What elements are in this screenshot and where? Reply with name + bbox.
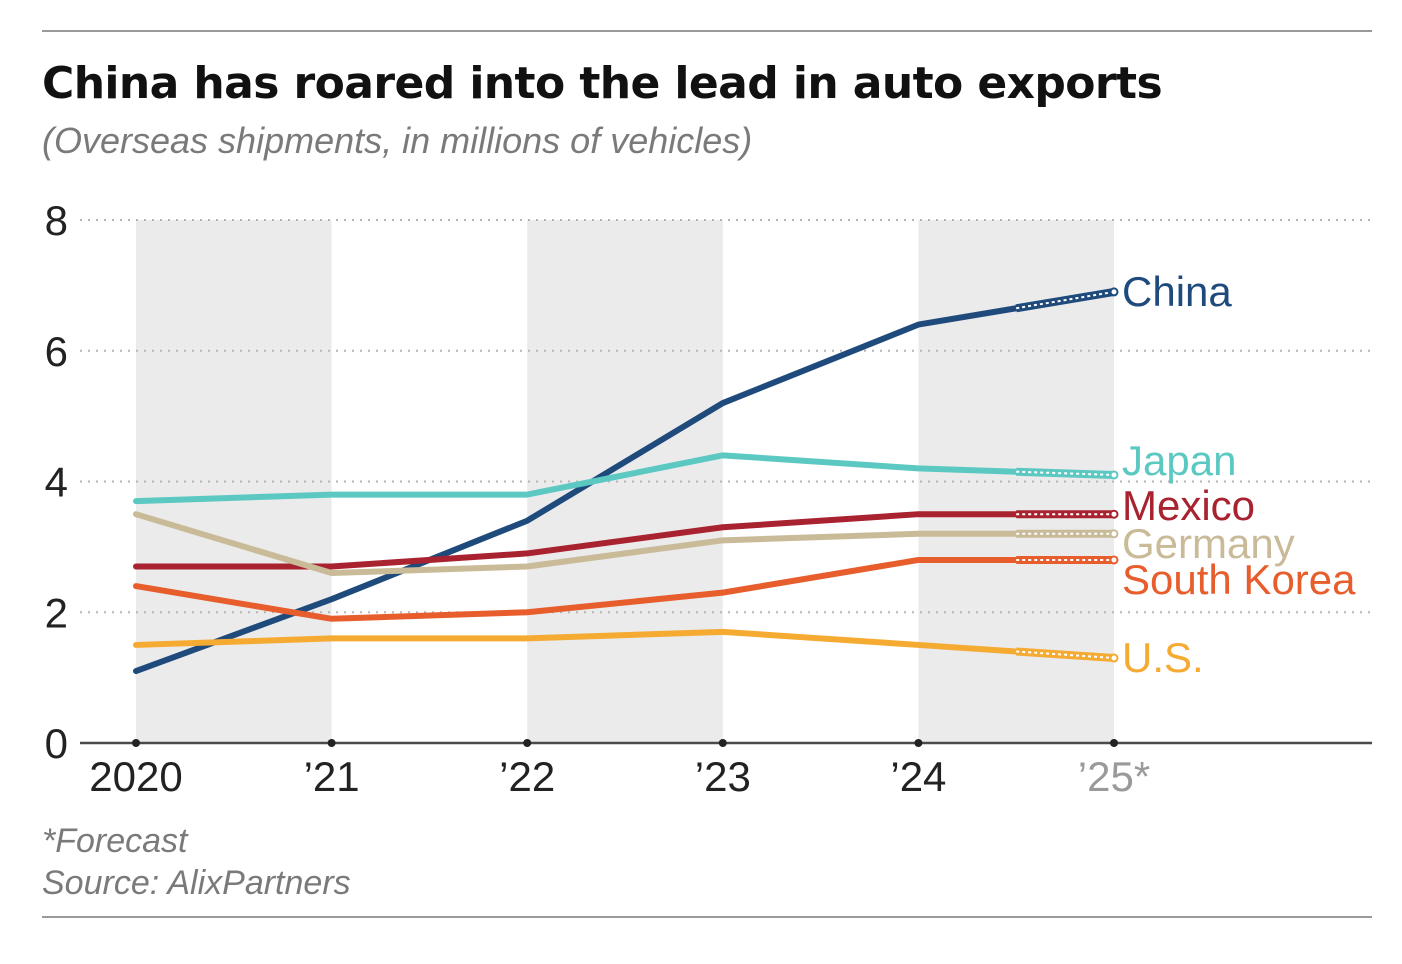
chart-subtitle: (Overseas shipments, in millions of vehi… — [42, 120, 753, 161]
x-tick-label: ’21 — [304, 753, 360, 800]
forecast-dots — [1016, 470, 1115, 476]
series-label: Mexico — [1122, 482, 1255, 529]
forecast-end-point — [1109, 509, 1119, 519]
series-label: Germany — [1122, 520, 1295, 567]
x-tick-mark — [914, 739, 923, 747]
forecast-end-point — [1109, 470, 1119, 480]
x-tick-label: ’24 — [890, 753, 946, 800]
series-line — [133, 556, 1020, 622]
chart-title: China has roared into the lead in auto e… — [42, 58, 1163, 109]
forecast-end-point — [1109, 529, 1119, 539]
y-tick-label: 0 — [45, 720, 68, 767]
series-line — [133, 511, 1020, 570]
series-label: China — [1122, 268, 1232, 315]
series-label: Japan — [1122, 437, 1236, 484]
x-tick-label: ’23 — [695, 753, 751, 800]
x-tick-mark — [523, 739, 532, 747]
forecast-dots — [1016, 290, 1115, 310]
forecast-end-point — [1109, 287, 1119, 297]
series-line — [133, 452, 1020, 505]
y-tick-label: 8 — [45, 197, 68, 244]
x-tick-label: ’25* — [1078, 753, 1150, 800]
forecast-footnote: *Forecast — [42, 822, 188, 860]
forecast-end-point — [1109, 555, 1119, 565]
x-tick-mark — [718, 739, 727, 747]
top-rule — [42, 30, 1372, 32]
bottom-rule — [42, 916, 1372, 918]
x-tick-mark — [327, 739, 336, 747]
y-tick-label: 6 — [45, 328, 68, 375]
series-label: U.S. — [1122, 634, 1204, 681]
forecast-dots — [1016, 650, 1115, 660]
y-tick-label: 2 — [45, 589, 68, 636]
y-tick-label: 4 — [45, 459, 68, 506]
series-line — [133, 511, 1020, 577]
x-tick-label: ’22 — [499, 753, 555, 800]
x-tick-mark — [132, 739, 140, 747]
series-label: South Korea — [1122, 556, 1356, 603]
series-line — [133, 628, 1020, 655]
forecast-end-point — [1109, 653, 1119, 663]
x-tick-mark — [1110, 739, 1118, 747]
x-tick-label: 2020 — [89, 753, 182, 800]
source-note: Source: AlixPartners — [42, 864, 351, 902]
